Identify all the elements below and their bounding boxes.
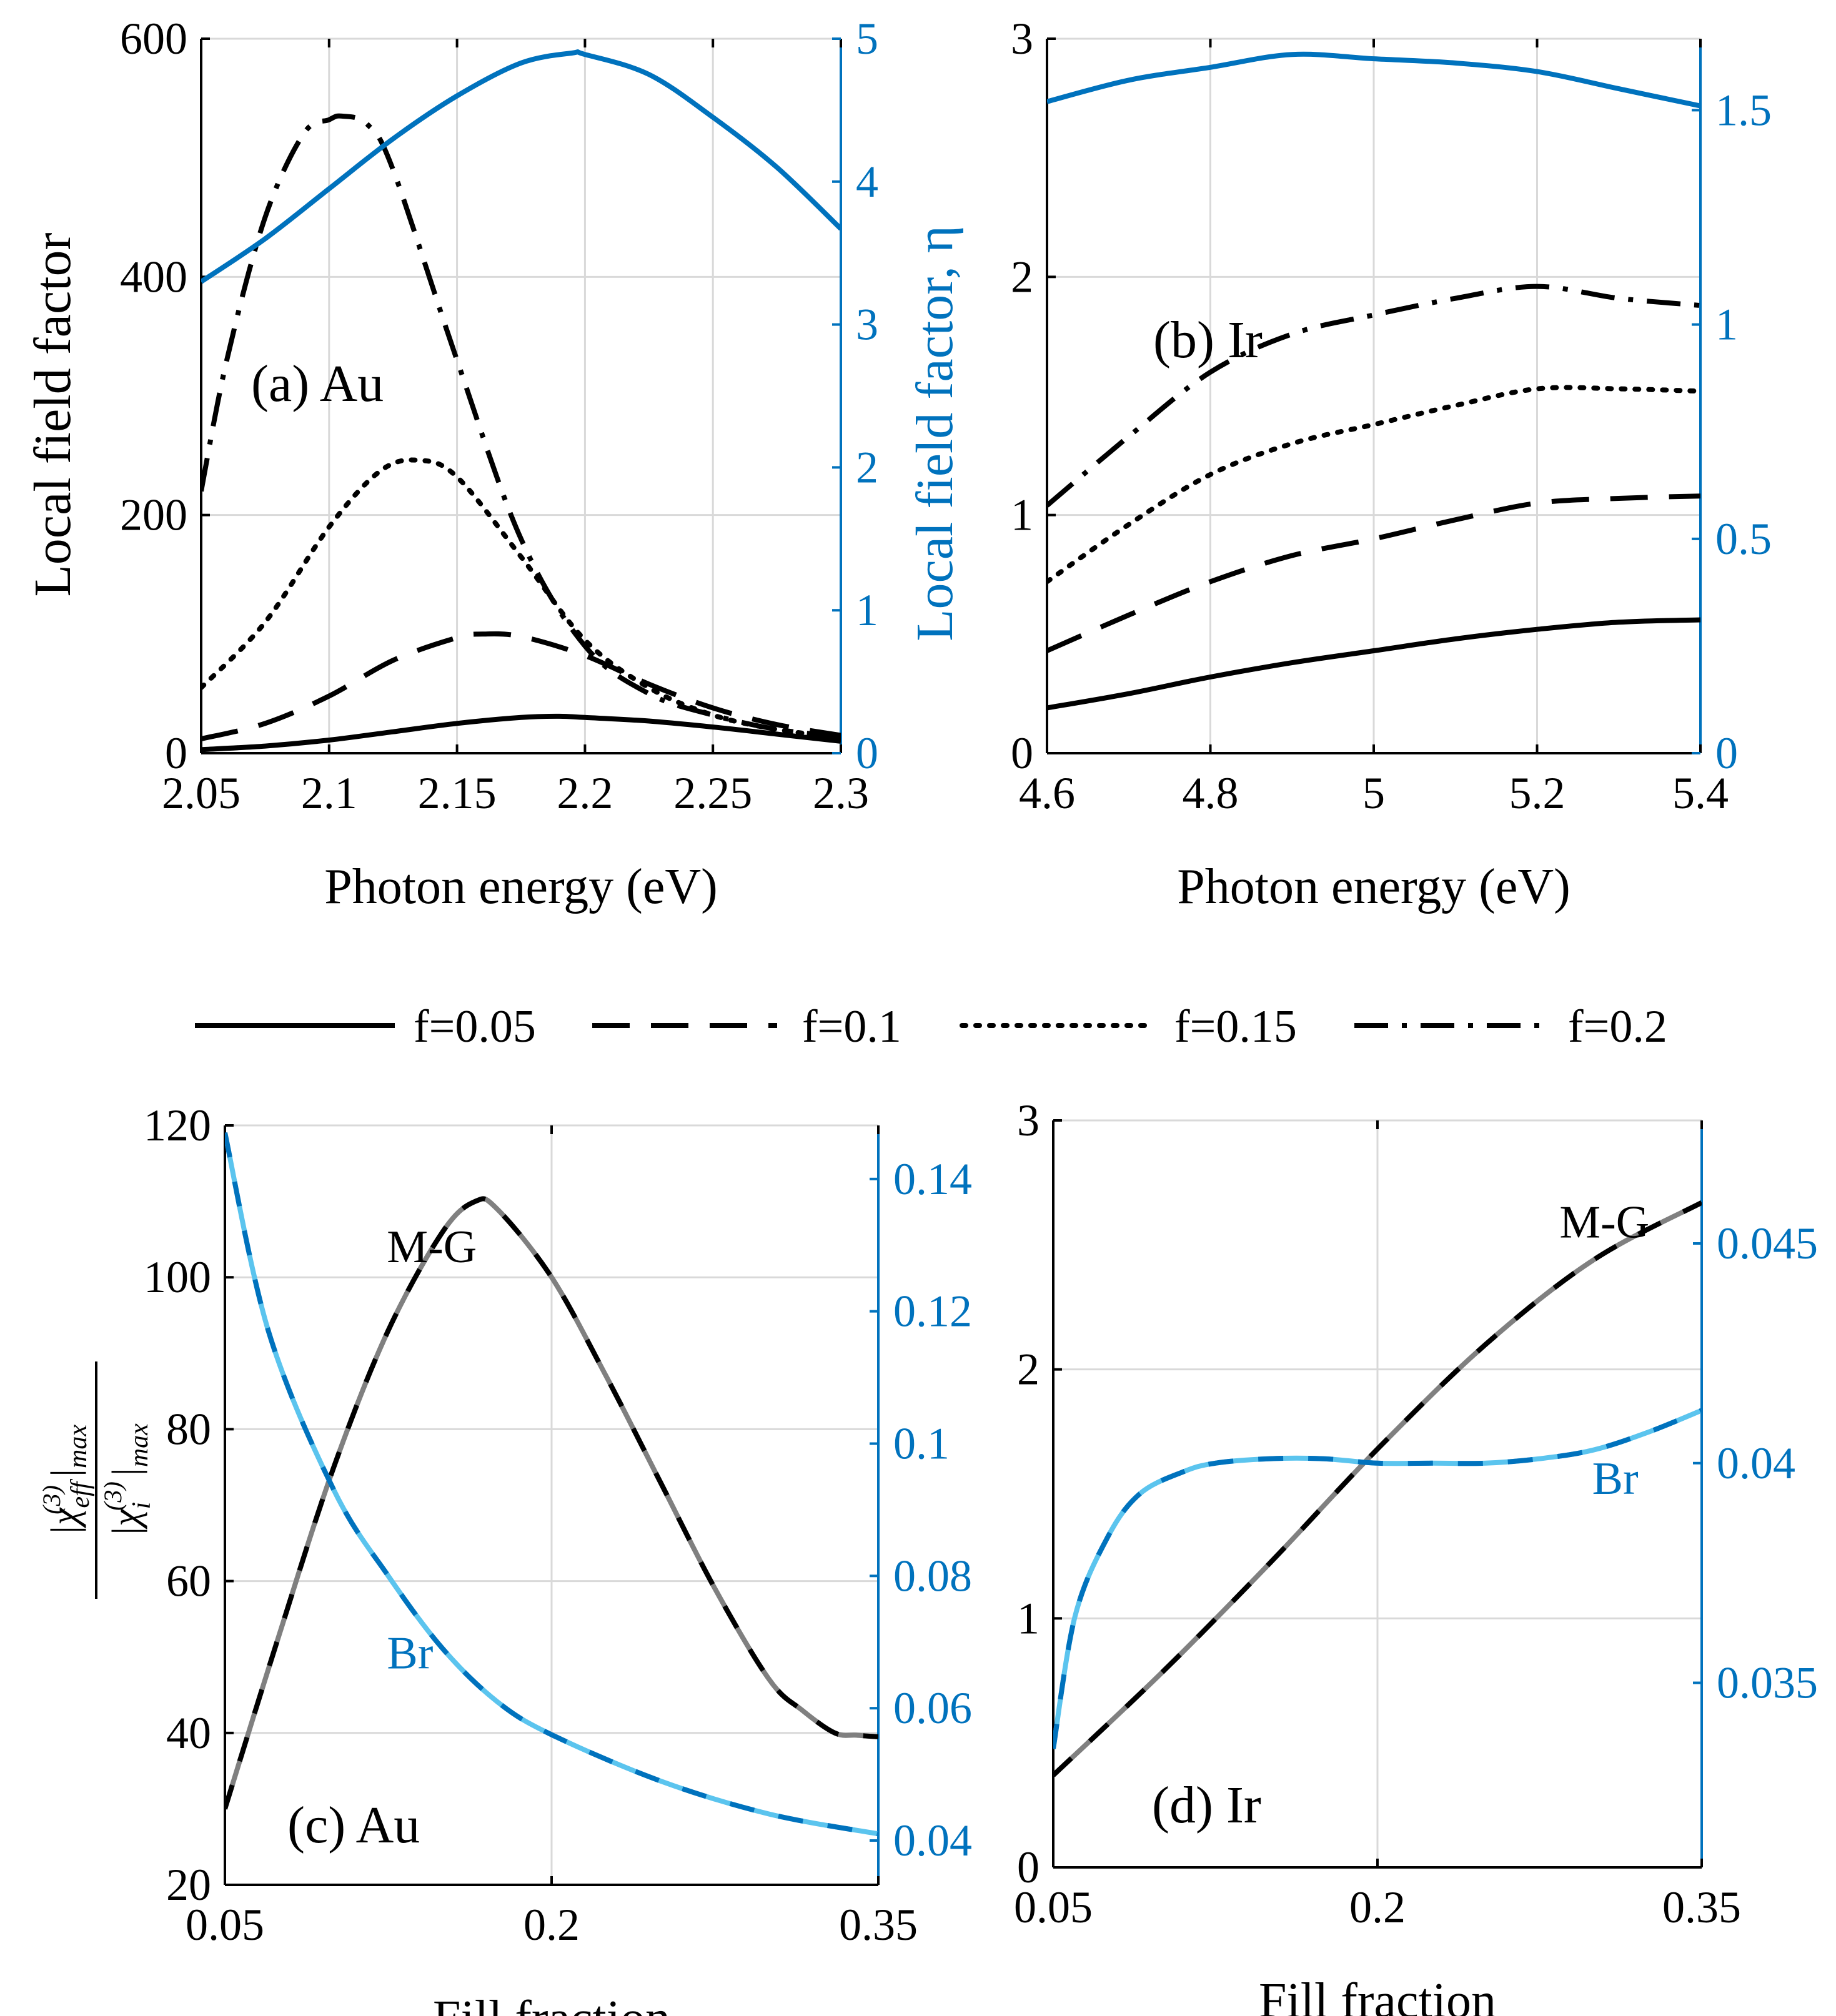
series-M-G-dashes — [1053, 1200, 1702, 1777]
y-tick-label: 60 — [166, 1556, 211, 1606]
panel-c: 0.05 0.2 0.35 20 40 60 80 100 120 0.04 0.06 0.08 0.1… — [37, 1100, 972, 2016]
panel-label: (a) Au — [251, 355, 384, 413]
y-tick-label: 20 — [166, 1860, 211, 1910]
y-tick-label: 100 — [144, 1252, 211, 1302]
y-right-tick-label: 0 — [1715, 728, 1738, 778]
panel-label: (b) Ir — [1153, 311, 1263, 369]
y-tick-label: 0 — [165, 728, 187, 778]
annotation-br: Br — [1592, 1453, 1639, 1505]
y-right-tick-label: 1 — [856, 585, 878, 635]
x-tick-label: 0.05 — [1014, 1882, 1093, 1932]
panel-label: (c) Au — [287, 1796, 420, 1854]
y-tick-label: 120 — [144, 1100, 211, 1150]
y-tick-label: 3 — [1011, 14, 1033, 64]
x-tick-label: 5.4 — [1672, 768, 1729, 818]
series-f-0.15 — [1047, 385, 1700, 585]
x-tick-label: 0.35 — [839, 1900, 918, 1950]
y-right-axis-label: Local field factor, η — [906, 225, 964, 641]
legend-label-1: f=0.05 — [414, 1001, 536, 1052]
series-f-0.1 — [201, 631, 841, 741]
legend-label-2: f=0.1 — [802, 1001, 901, 1052]
series-f-0.2 — [201, 113, 841, 739]
panel-a: 2.05 2.1 2.15 2.2 2.25 2.30200400600012345Pho… — [24, 14, 964, 914]
y-right-tick-label: 0.12 — [893, 1287, 972, 1337]
x-tick-label: 2.25 — [673, 768, 752, 818]
y-right-tick-label: 0.04 — [893, 1816, 972, 1865]
y-tick-label: 1 — [1017, 1593, 1040, 1643]
y-right-tick-label: 5 — [856, 14, 878, 64]
x-axis-label: Fill fraction — [433, 1991, 670, 2016]
y-right-tick-label: 0.04 — [1717, 1438, 1795, 1488]
x-tick-label: 4.6 — [1019, 768, 1075, 818]
y-tick-label: 400 — [120, 252, 187, 302]
annotation-br: Br — [387, 1628, 433, 1679]
y-tick-label: 80 — [166, 1404, 211, 1454]
y-right-tick-label: 4 — [856, 157, 878, 207]
x-tick-label: 0.2 — [1349, 1882, 1406, 1932]
x-tick-label: 4.8 — [1183, 768, 1239, 818]
x-tick-label: 0.35 — [1662, 1882, 1741, 1932]
y-right-tick-label: 0.1 — [893, 1418, 950, 1468]
y-right-tick-label: 0.5 — [1715, 514, 1772, 564]
y-right-tick-label: 0.045 — [1717, 1218, 1818, 1268]
y-tick-label: 0 — [1011, 728, 1033, 778]
y-tick-label: 0 — [1017, 1842, 1040, 1892]
y-right-tick-label: 0 — [856, 728, 878, 778]
series-M-G-dashes — [225, 1196, 878, 1810]
series-f-0.05 — [201, 713, 841, 753]
y-axis-label: Local field factor — [24, 232, 82, 596]
y-right-tick-label: 0.08 — [893, 1551, 972, 1601]
y-tick-label: 1 — [1011, 490, 1033, 540]
x-tick-label: 2.1 — [301, 768, 357, 818]
y-label-numerator: |χeff(3)|max — [37, 1425, 95, 1536]
x-tick-label: 2.2 — [557, 768, 613, 818]
panel-d: 0.05 0.2 0.35 0 1 2 3 0.035 0.04 0.045 Fill fracti… — [1014, 1095, 1818, 2016]
series-- — [201, 49, 841, 284]
x-tick-label: 2.15 — [418, 768, 497, 818]
x-tick-label: 2.05 — [162, 768, 241, 818]
y-tick-label: 40 — [166, 1708, 211, 1758]
y-tick-label: 3 — [1017, 1095, 1040, 1145]
panel-label: (d) Ir — [1152, 1776, 1261, 1834]
y-right-tick-label: 3 — [856, 300, 878, 350]
series-Br-dashes — [1053, 1408, 1702, 1749]
y-right-tick-label: 2 — [856, 442, 878, 492]
y-axis-label: |χeff(3)|max|χi(3)|max — [37, 1361, 156, 1599]
x-tick-label: 5.2 — [1509, 768, 1566, 818]
series-Br-line — [225, 1132, 878, 1837]
y-right-tick-label: 0.14 — [893, 1154, 972, 1204]
series-f-0.15 — [201, 457, 841, 741]
x-axis-label: Photon energy (eV) — [324, 859, 718, 914]
legend: f=0.05 f=0.1 f=0.15 f=0.2 — [195, 1001, 1667, 1052]
series-f-0.05 — [1047, 617, 1700, 711]
y-right-tick-label: 0.035 — [1717, 1658, 1818, 1708]
y-right-tick-label: 1.5 — [1715, 85, 1772, 135]
y-tick-label: 600 — [120, 14, 187, 64]
x-tick-label: 0.05 — [186, 1900, 264, 1950]
x-tick-label: 2.3 — [813, 768, 869, 818]
y-right-tick-label: 1 — [1715, 300, 1738, 350]
x-tick-label: 0.2 — [524, 1900, 580, 1950]
series-f-0.2 — [1047, 284, 1700, 508]
y-right-tick-label: 0.06 — [893, 1683, 972, 1733]
y-tick-label: 2 — [1017, 1345, 1040, 1395]
legend-label-3: f=0.15 — [1174, 1001, 1297, 1052]
y-label-denominator: |χi(3)|max — [99, 1423, 156, 1537]
x-axis-label: Fill fraction — [1259, 1974, 1496, 2016]
annotation-m-g: M-G — [387, 1222, 477, 1273]
y-tick-label: 200 — [120, 490, 187, 540]
y-tick-label: 2 — [1011, 252, 1033, 302]
series-- — [1047, 51, 1700, 109]
x-tick-label: 5 — [1362, 768, 1385, 818]
x-axis-label: Photon energy (eV) — [1177, 859, 1571, 914]
annotation-m-g: M-G — [1559, 1197, 1649, 1248]
legend-label-4: f=0.2 — [1568, 1001, 1667, 1052]
